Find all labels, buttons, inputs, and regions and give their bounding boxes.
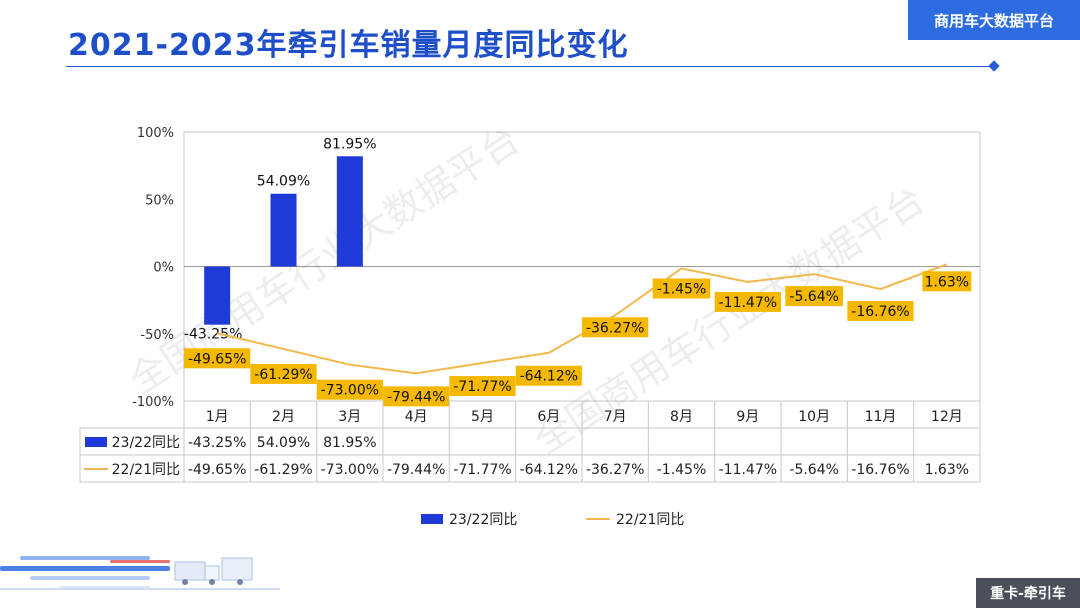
category-tag: 重卡-牵引车	[976, 578, 1080, 608]
line-data-label: -11.47%	[719, 295, 777, 311]
line-data-label: -36.27%	[586, 320, 644, 336]
table-legend-bar-swatch	[85, 437, 107, 447]
y-tick-label: 100%	[137, 126, 174, 141]
table-cell: -71.77%	[453, 462, 511, 478]
table-cell: -64.12%	[520, 462, 578, 478]
table-cell: 1.63%	[925, 462, 969, 478]
y-tick-label: 0%	[153, 261, 174, 276]
line-data-label: -61.29%	[254, 367, 312, 383]
bar-23-22	[204, 266, 231, 325]
table-cell: -11.47%	[719, 462, 777, 478]
line-label-box	[184, 348, 251, 369]
table-row-header: 23/22同比	[112, 435, 180, 451]
y-tick-label: 50%	[145, 193, 174, 208]
x-tick-label: 5月	[471, 409, 494, 425]
table-cell: 81.95%	[323, 435, 376, 451]
bar-23-22	[270, 193, 297, 267]
table-cell: -43.25%	[188, 435, 246, 451]
x-tick-label: 2月	[272, 409, 295, 425]
line-data-label: -64.12%	[520, 369, 578, 385]
brand-badge: 商用车大数据平台	[908, 0, 1080, 40]
legend-label: 22/21同比	[616, 512, 684, 528]
watermark: 全国商用车行业大数据平台	[121, 117, 527, 402]
bar-data-label: 81.95%	[323, 136, 376, 152]
x-tick-label: 11月	[865, 409, 897, 425]
line-22-21	[216, 263, 948, 375]
x-tick-label: 3月	[338, 409, 361, 425]
table-cell: -5.64%	[789, 462, 839, 478]
page-title: 2021-2023年牵引车销量月度同比变化	[68, 28, 629, 63]
line-label-box	[714, 291, 781, 312]
line-data-label: 1.63%	[925, 274, 969, 290]
x-tick-label: 4月	[405, 409, 428, 425]
line-data-label: -16.76%	[851, 304, 909, 320]
legend-swatch-bar	[421, 514, 443, 524]
truck-banner-decoration	[0, 556, 280, 590]
x-tick-label: 12月	[931, 409, 963, 425]
table-cell: -16.76%	[851, 462, 909, 478]
x-tick-label: 1月	[206, 409, 229, 425]
bar-data-label: 54.09%	[257, 174, 310, 190]
table-cell: -61.29%	[254, 462, 312, 478]
x-tick-label: 6月	[537, 409, 560, 425]
line-label-box	[515, 365, 582, 386]
bar-data-label: -43.25%	[184, 327, 242, 343]
bar-23-22	[336, 156, 363, 267]
line-data-label: -73.00%	[321, 383, 379, 399]
x-tick-label: 10月	[798, 409, 830, 425]
title-divider	[66, 66, 994, 67]
table-cell: 54.09%	[257, 435, 310, 451]
line-data-label: -5.64%	[789, 289, 839, 305]
line-label-box	[652, 278, 711, 299]
line-label-box	[847, 301, 914, 322]
y-tick-label: -50%	[140, 328, 174, 343]
line-label-box	[316, 379, 383, 400]
legend-label: 23/22同比	[449, 512, 517, 528]
table-cell: -79.44%	[387, 462, 445, 478]
line-label-box	[383, 386, 450, 407]
table-cell: -36.27%	[586, 462, 644, 478]
x-tick-label: 7月	[604, 409, 627, 425]
line-data-label: -71.77%	[453, 379, 511, 395]
line-label-box	[250, 363, 317, 384]
line-label-box	[449, 376, 516, 397]
line-label-box	[582, 317, 649, 338]
line-data-label: -49.65%	[188, 351, 246, 367]
table-cell: -1.45%	[657, 462, 707, 478]
line-label-box	[922, 271, 972, 292]
y-tick-label: -100%	[132, 395, 174, 410]
line-data-label: -1.45%	[657, 281, 707, 297]
x-tick-label: 9月	[736, 409, 759, 425]
table-cell: -49.65%	[188, 462, 246, 478]
line-label-box	[785, 286, 843, 307]
x-tick-label: 8月	[670, 409, 693, 425]
line-data-label: -79.44%	[387, 389, 445, 405]
table-row-header: 22/21同比	[112, 462, 180, 478]
table-cell: -73.00%	[321, 462, 379, 478]
